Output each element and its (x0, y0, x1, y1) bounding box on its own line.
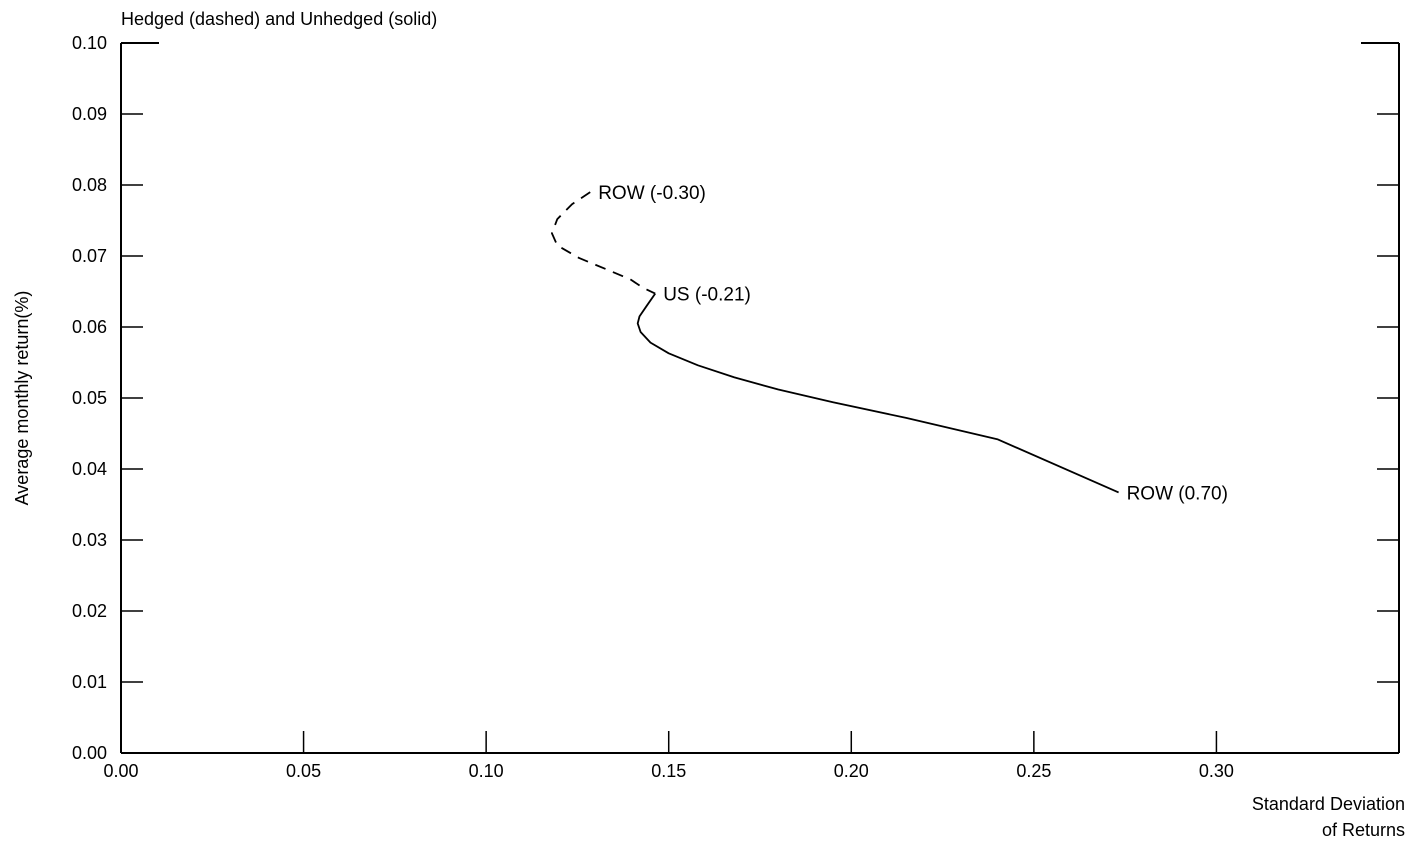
y-tick-label: 0.05 (72, 388, 107, 408)
x-tick-label: 0.30 (1199, 761, 1234, 781)
y-tick-label: 0.03 (72, 530, 107, 550)
x-tick-label: 0.10 (469, 761, 504, 781)
point-annotation: US (-0.21) (663, 285, 751, 306)
y-tick-label: 0.06 (72, 317, 107, 337)
x-tick-label: 0.15 (651, 761, 686, 781)
x-tick-label: 0.20 (834, 761, 869, 781)
axis-ticks (121, 113, 1399, 753)
y-axis-label: Average monthly return(%) (12, 291, 32, 506)
y-tick-label: 0.01 (72, 672, 107, 692)
y-tick-label: 0.08 (72, 175, 107, 195)
label-group: 0.00 0.01 0.02 0.03 0.04 0.05 0.06 0.07 0.08 0.09… (12, 9, 1405, 840)
point-annotation: ROW (0.70) (1127, 483, 1228, 504)
chart-title: Hedged (dashed) and Unhedged (solid) (121, 9, 437, 29)
y-tick-label: 0.10 (72, 33, 107, 53)
x-axis-label: of Returns (1322, 820, 1405, 840)
x-axis-label: Standard Deviation (1252, 794, 1405, 814)
y-tick-label: 0.02 (72, 601, 107, 621)
x-tick-label: 0.25 (1016, 761, 1051, 781)
hedged-frontier-line (551, 191, 656, 295)
point-annotation: ROW (-0.30) (598, 183, 706, 204)
unhedged-frontier-line (636, 293, 1119, 494)
x-tick-label: 0.05 (286, 761, 321, 781)
y-tick-label: 0.04 (72, 459, 107, 479)
y-tick-label: 0.07 (72, 246, 107, 266)
y-tick-label: 0.09 (72, 104, 107, 124)
x-tick-label: 0.00 (103, 761, 138, 781)
y-tick-label: 0.00 (72, 743, 107, 763)
series-group (551, 191, 1119, 494)
plot-frame (120, 42, 1400, 754)
